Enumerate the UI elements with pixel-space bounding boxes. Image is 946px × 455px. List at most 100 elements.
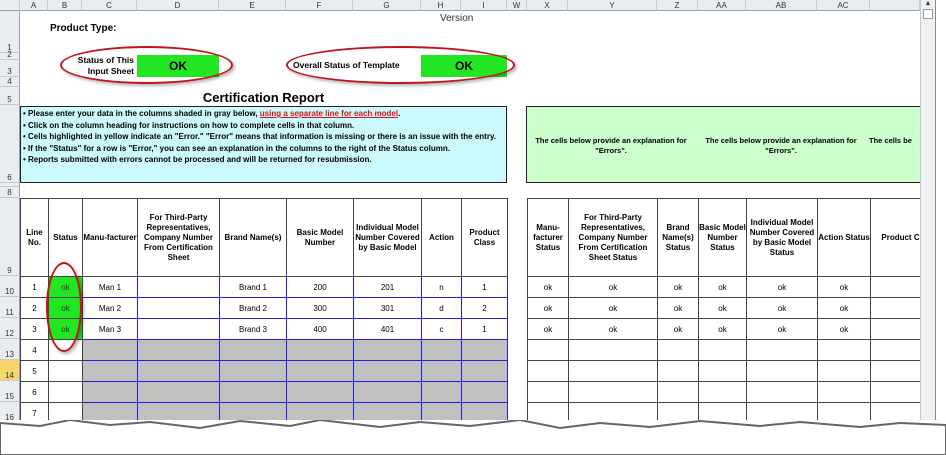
column-heading[interactable]: Individual Model Number Covered by Basic… — [746, 198, 818, 277]
table-cell[interactable] — [461, 360, 508, 382]
row-header-9[interactable]: 9 — [0, 198, 20, 276]
table-cell[interactable]: 400 — [286, 318, 354, 340]
column-heading[interactable]: Action Status — [817, 198, 871, 277]
table-cell[interactable]: Man 1 — [82, 276, 138, 298]
row-header-2[interactable]: 2 — [0, 50, 20, 60]
column-header-W[interactable]: W — [507, 0, 527, 11]
table-cell[interactable]: d — [421, 297, 462, 319]
table-cell[interactable] — [219, 381, 287, 403]
table-cell[interactable] — [421, 360, 462, 382]
row-header-1[interactable]: 1 — [0, 11, 20, 53]
table-cell[interactable]: 2 — [461, 297, 508, 319]
corner-cell[interactable] — [0, 0, 20, 11]
table-cell[interactable] — [353, 381, 422, 403]
column-header-H[interactable]: H — [421, 0, 461, 11]
row-header-14[interactable]: 14 — [0, 360, 20, 381]
column-heading[interactable]: Manu-facturer — [82, 198, 138, 277]
row-header-12[interactable]: 12 — [0, 318, 20, 339]
column-heading[interactable]: Product Class — [461, 198, 508, 277]
row-header-15[interactable]: 15 — [0, 381, 20, 402]
table-cell[interactable]: 200 — [286, 276, 354, 298]
column-header-AA[interactable]: AA — [698, 0, 746, 11]
column-header-D[interactable]: D — [137, 0, 219, 11]
row-header-3[interactable]: 3 — [0, 60, 20, 77]
table-cell[interactable] — [461, 381, 508, 403]
table-cell[interactable] — [461, 339, 508, 361]
column-header-Y[interactable]: Y — [568, 0, 657, 11]
table-cell[interactable] — [137, 297, 220, 319]
row-header-5[interactable]: 5 — [0, 87, 20, 105]
table-cell[interactable]: 1 — [461, 276, 508, 298]
table-cell[interactable] — [137, 360, 220, 382]
column-heading[interactable]: Brand Name(s) — [219, 198, 287, 277]
status-explanation-cell: ok — [568, 276, 658, 298]
column-header-A[interactable]: A — [20, 0, 48, 11]
column-header-Z[interactable]: Z — [657, 0, 698, 11]
column-header-E[interactable]: E — [219, 0, 286, 11]
table-cell[interactable] — [219, 360, 287, 382]
table-cell[interactable] — [353, 402, 422, 424]
table-cell[interactable] — [82, 402, 138, 424]
vertical-scrollbar[interactable]: ▲ — [920, 0, 935, 430]
column-heading[interactable]: Line No. — [20, 198, 49, 277]
column-heading[interactable]: Manu-facturer Status — [527, 198, 569, 277]
table-cell[interactable]: 300 — [286, 297, 354, 319]
table-row: 4 — [20, 339, 508, 361]
table-cell[interactable]: Man 3 — [82, 318, 138, 340]
table-cell[interactable]: 201 — [353, 276, 422, 298]
table-cell[interactable] — [421, 381, 462, 403]
table-cell[interactable] — [219, 339, 287, 361]
status-explanation-cell: ok — [817, 297, 871, 319]
column-heading[interactable]: For Third-Party Representatives, Company… — [137, 198, 220, 277]
column-header-B[interactable]: B — [48, 0, 82, 11]
scroll-up-icon[interactable]: ▲ — [924, 0, 932, 7]
table-cell[interactable] — [421, 339, 462, 361]
column-header-G[interactable]: G — [353, 0, 421, 11]
column-heading[interactable]: Basic Model Number Status — [698, 198, 747, 277]
column-header-AB[interactable]: AB — [746, 0, 817, 11]
table-cell[interactable] — [137, 318, 220, 340]
table-cell[interactable]: 1 — [461, 318, 508, 340]
table-cell[interactable] — [286, 360, 354, 382]
table-cell[interactable]: 401 — [353, 318, 422, 340]
table-cell[interactable]: Brand 2 — [219, 297, 287, 319]
table-cell[interactable] — [137, 381, 220, 403]
table-cell: 1 — [20, 276, 49, 298]
table-cell[interactable] — [286, 339, 354, 361]
table-cell[interactable] — [82, 381, 138, 403]
table-cell[interactable]: Man 2 — [82, 297, 138, 319]
table-cell[interactable] — [286, 381, 354, 403]
column-heading[interactable]: Brand Name(s) Status — [657, 198, 699, 277]
column-heading[interactable]: For Third-Party Representatives, Company… — [568, 198, 658, 277]
column-heading[interactable]: Action — [421, 198, 462, 277]
table-cell[interactable] — [82, 339, 138, 361]
column-heading[interactable]: Basic Model Number — [286, 198, 354, 277]
table-cell[interactable] — [461, 402, 508, 424]
table-cell[interactable]: c — [421, 318, 462, 340]
column-header-I[interactable]: I — [461, 0, 507, 11]
column-header-AD[interactable] — [870, 0, 920, 11]
column-header-C[interactable]: C — [82, 0, 137, 11]
column-header-F[interactable]: F — [286, 0, 353, 11]
table-cell[interactable] — [82, 360, 138, 382]
spreadsheet[interactable]: A B C D E F G H I W X Y Z AA AB AC 1 2 3 4 5 6 8 9 10 11 12 13 14 15… — [0, 0, 936, 430]
row-header-13[interactable]: 13 — [0, 339, 20, 360]
row-header-10[interactable]: 10 — [0, 276, 20, 297]
table-cell[interactable]: 301 — [353, 297, 422, 319]
column-header-AC[interactable]: AC — [817, 0, 870, 11]
row-header-4[interactable]: 4 — [0, 77, 20, 87]
table-cell[interactable] — [353, 360, 422, 382]
row-header-11[interactable]: 11 — [0, 297, 20, 318]
row-header-8[interactable]: 8 — [0, 187, 20, 198]
table-cell[interactable] — [353, 339, 422, 361]
table-cell[interactable] — [137, 339, 220, 361]
table-cell[interactable]: Brand 1 — [219, 276, 287, 298]
column-header-X[interactable]: X — [527, 0, 568, 11]
row-header-7[interactable] — [0, 183, 20, 187]
table-cell[interactable]: Brand 3 — [219, 318, 287, 340]
table-cell[interactable] — [137, 276, 220, 298]
scroll-thumb[interactable] — [923, 9, 933, 19]
row-header-6[interactable]: 6 — [0, 105, 20, 183]
column-heading[interactable]: Individual Model Number Covered by Basic… — [353, 198, 422, 277]
table-cell[interactable]: n — [421, 276, 462, 298]
